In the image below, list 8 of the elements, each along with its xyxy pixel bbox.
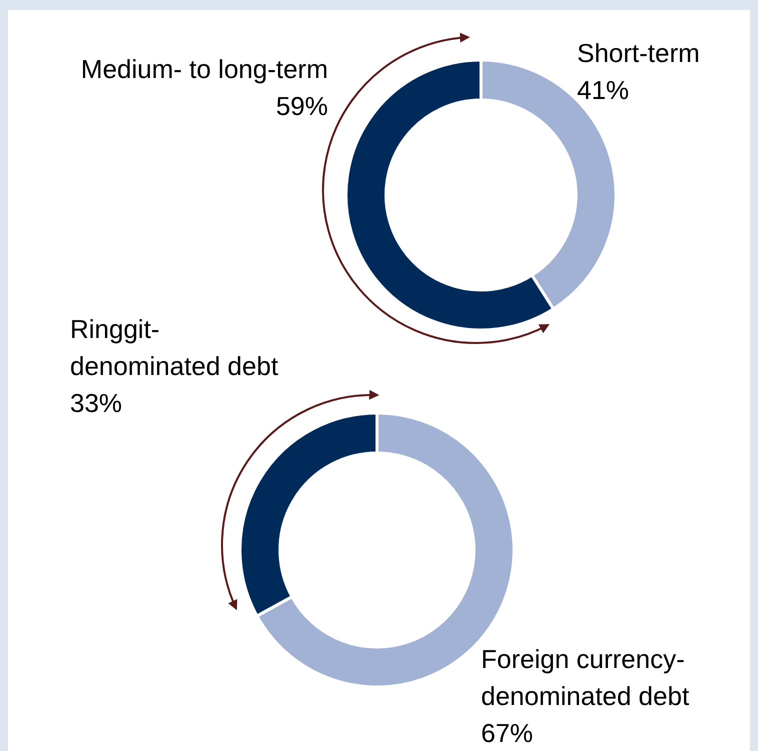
data-label: 59%	[276, 91, 328, 121]
data-label: 41%	[577, 75, 630, 105]
data-label: 67%	[481, 718, 534, 748]
slice-label: Ringgit-denominated debt	[70, 314, 279, 381]
slice-label: Medium- to long-term	[80, 54, 328, 84]
slice-label: Short-term	[577, 38, 700, 68]
slice-label: Foreign currency-denominated debt	[481, 644, 690, 711]
data-label: 33%	[70, 388, 122, 418]
